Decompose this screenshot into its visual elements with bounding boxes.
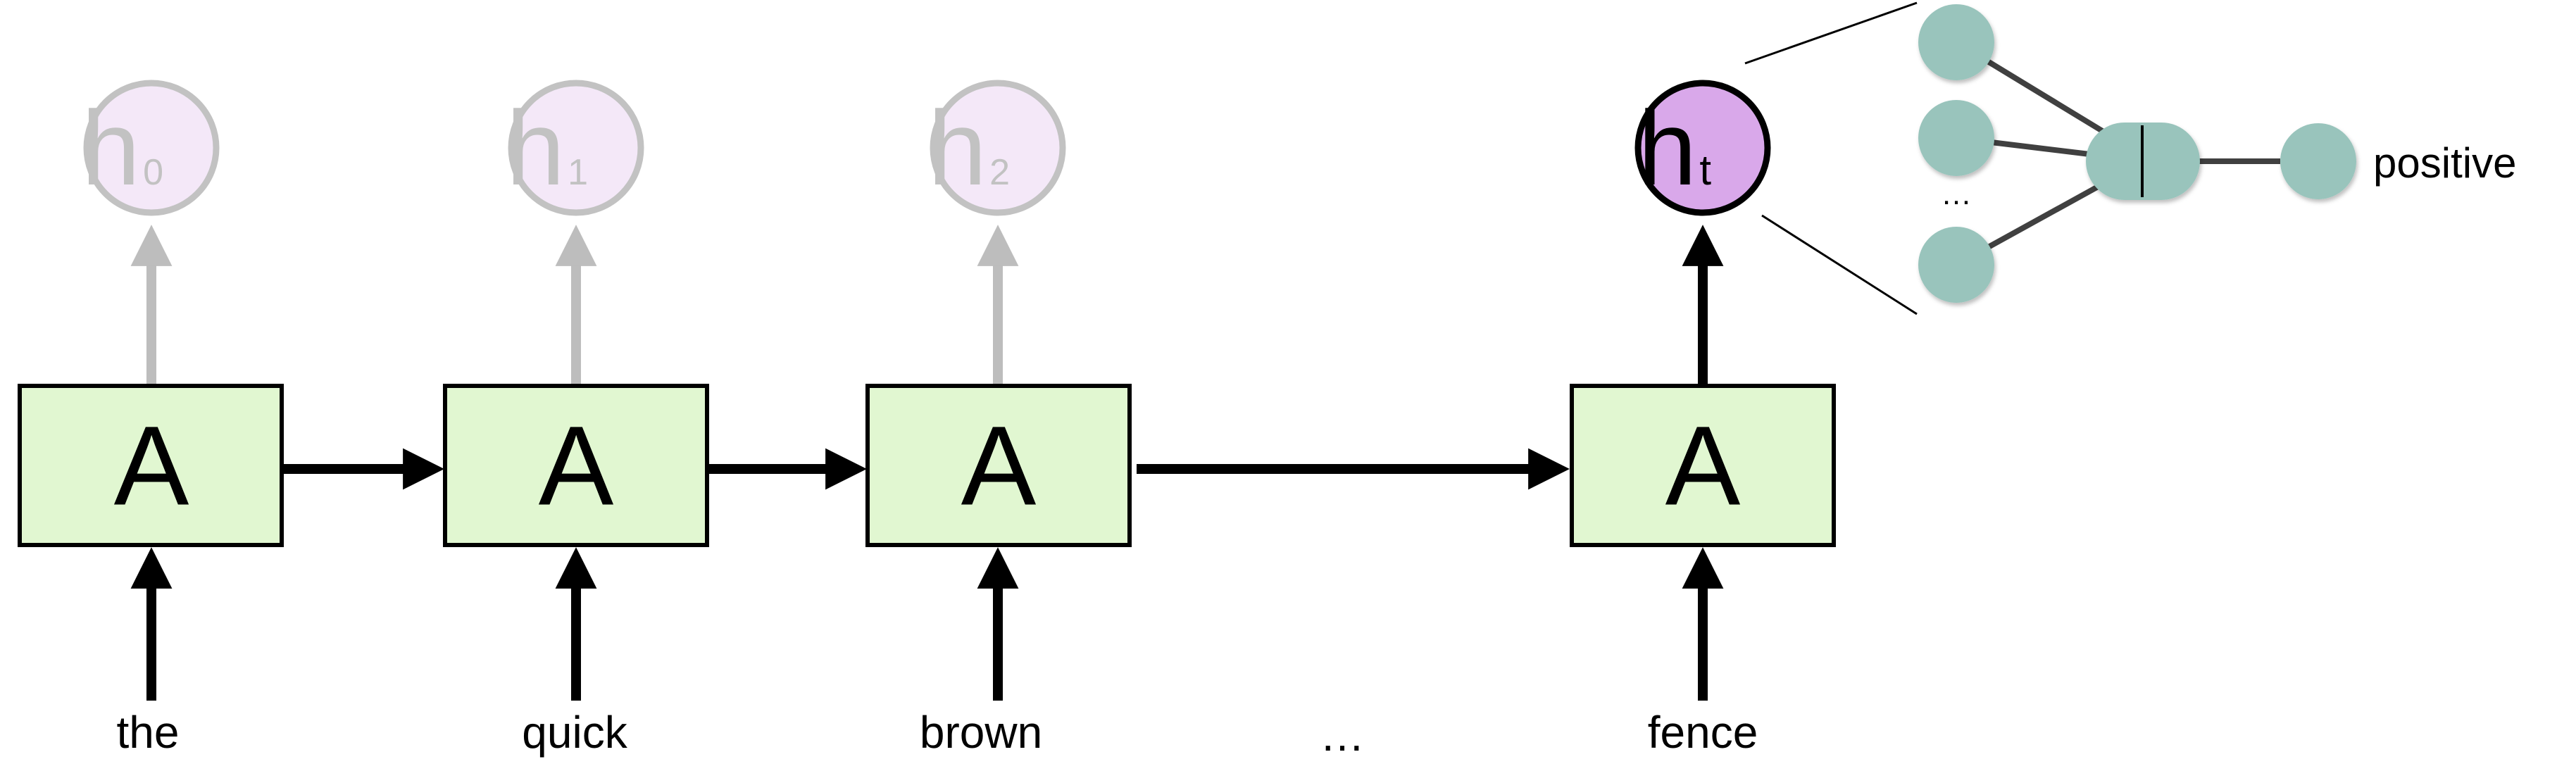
hidden-state-final: ht (1634, 80, 1771, 216)
output-label: positive (2373, 139, 2516, 187)
cell-label: A (1665, 403, 1741, 529)
svg-text:h2: h2 (928, 89, 1010, 207)
svg-text:h1: h1 (506, 89, 588, 207)
classifier-ellipsis: … (1941, 177, 1972, 211)
hidden-state-main: h (928, 89, 987, 207)
hidden-state-0: h0 (82, 80, 220, 216)
zoom-line-top (1744, 1, 1918, 65)
input-node (1918, 4, 1994, 80)
rnn-cell-2: A (865, 384, 1132, 547)
hidden-state-main: h (506, 89, 565, 207)
input-word-2: brown (920, 707, 1042, 758)
hidden-state-1: h1 (506, 80, 644, 216)
output-node (2280, 123, 2356, 199)
combine-node (2086, 123, 2200, 200)
rnn-cell-0: A (18, 384, 284, 547)
sequence-ellipsis: … (1320, 710, 1365, 760)
cell-label: A (539, 403, 614, 529)
hidden-state-main: h (82, 89, 140, 207)
hidden-state-subscript: 0 (143, 152, 163, 193)
zoom-line-bottom (1761, 214, 1918, 315)
classifier-network: … positive (1918, 4, 2516, 303)
input-node (1918, 100, 1994, 176)
svg-text:ht: ht (1638, 89, 1711, 207)
input-word-1: quick (522, 707, 627, 758)
input-word-3: fence (1648, 707, 1758, 758)
hidden-state-2: h2 (928, 80, 1066, 216)
cell-label: A (961, 403, 1037, 529)
cell-label: A (114, 403, 189, 529)
hidden-state-main: h (1638, 89, 1696, 207)
hidden-state-subscript: 1 (568, 152, 588, 193)
hidden-state-subscript: 2 (989, 152, 1010, 193)
input-word-0: the (117, 707, 180, 758)
hidden-state-subscript: t (1699, 146, 1711, 194)
rnn-cell-3: A (1570, 384, 1836, 547)
svg-text:h0: h0 (82, 89, 163, 207)
input-node (1918, 227, 1994, 303)
rnn-cell-1: A (443, 384, 709, 547)
